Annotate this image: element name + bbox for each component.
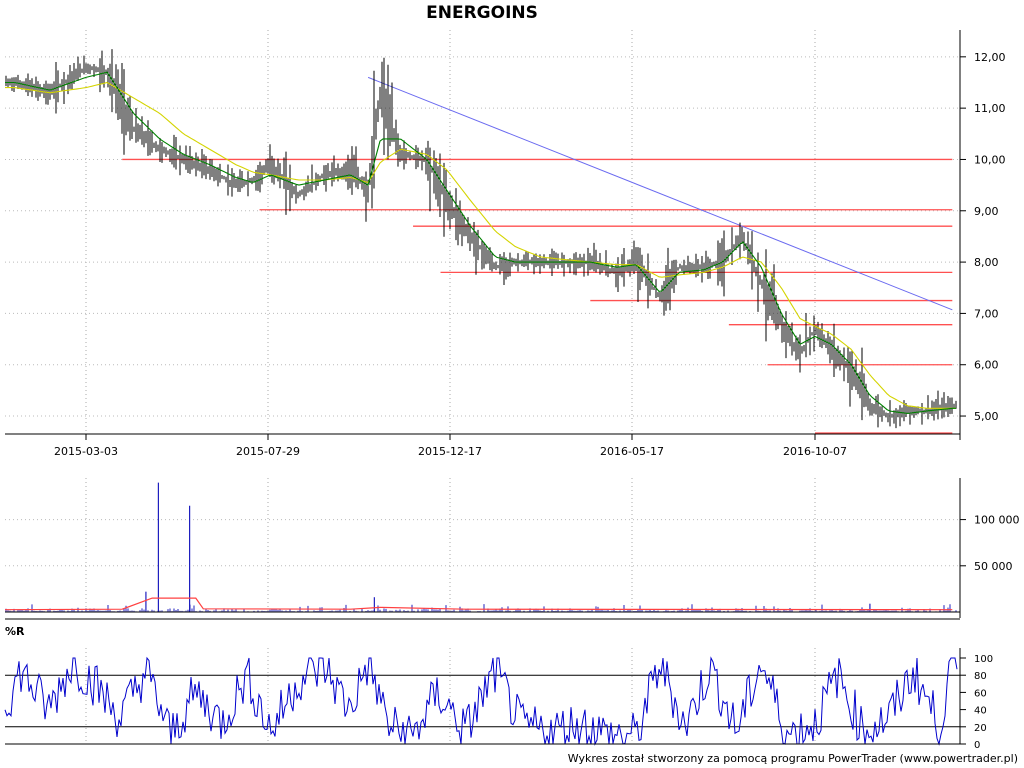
volume-y-tick-labels: 100 000 50 000 — [960, 514, 1020, 573]
indicator-line — [4, 656, 958, 746]
price-y-label: 8,00 — [974, 256, 999, 269]
date-label: 2015-03-03 — [54, 445, 118, 458]
indicator-axes — [5, 648, 961, 745]
ma-line-moving-average-short — [5, 71, 956, 414]
price-y-label: 6,00 — [974, 359, 999, 372]
volume-bars — [5, 482, 957, 612]
indicator-y-label: 80 — [974, 671, 987, 682]
indicator-y-label: 20 — [974, 723, 987, 734]
indicator-y-label: 100 — [974, 654, 993, 665]
support-resistance-lines — [122, 158, 953, 434]
volume-average-line — [4, 597, 953, 611]
price-y-label: 10,00 — [974, 153, 1006, 166]
price-y-label: 11,00 — [974, 102, 1006, 115]
date-label: 2015-07-29 — [236, 445, 300, 458]
price-y-label: 5,00 — [974, 410, 999, 423]
date-x-tick-labels: 2015-03-03 2015-07-29 2015-12-17 2016-05-17… — [54, 434, 847, 458]
indicator-y-label: 0 — [974, 740, 980, 751]
trend-line-segment — [367, 76, 953, 311]
volume-axes — [5, 478, 961, 620]
footer-credit: Wykres został stworzony za pomocą progra… — [568, 752, 1018, 765]
indicator-title: %R — [5, 625, 25, 638]
price-y-label: 7,00 — [974, 307, 999, 320]
date-label: 2016-05-17 — [600, 445, 664, 458]
price-gridlines — [5, 30, 958, 434]
price-y-label: 9,00 — [974, 205, 999, 218]
date-label: 2015-12-17 — [418, 445, 482, 458]
price-y-tick-labels: 12,00 11,00 10,00 9,00 8,00 7,00 6,00 5,00 — [960, 51, 1006, 423]
percent-r-line — [4, 656, 958, 746]
indicator-y-label: 40 — [974, 706, 987, 717]
date-label: 2016-10-07 — [783, 445, 847, 458]
indicator-y-tick-labels: 100 80 60 40 20 0 — [960, 654, 993, 751]
chart-title: ENERGOINS — [426, 3, 538, 23]
volume-average — [4, 597, 953, 611]
ma-line-moving-average-long — [5, 81, 956, 409]
volume-y-label: 50 000 — [974, 560, 1013, 573]
moving-averages — [5, 71, 956, 414]
trend-line — [367, 76, 953, 311]
volume-y-label: 100 000 — [974, 514, 1020, 527]
indicator-y-label: 60 — [974, 688, 987, 699]
indicator-reference-lines — [5, 674, 960, 728]
price-axes — [5, 30, 961, 440]
volume-gridlines — [5, 478, 958, 612]
price-y-label: 12,00 — [974, 51, 1006, 64]
